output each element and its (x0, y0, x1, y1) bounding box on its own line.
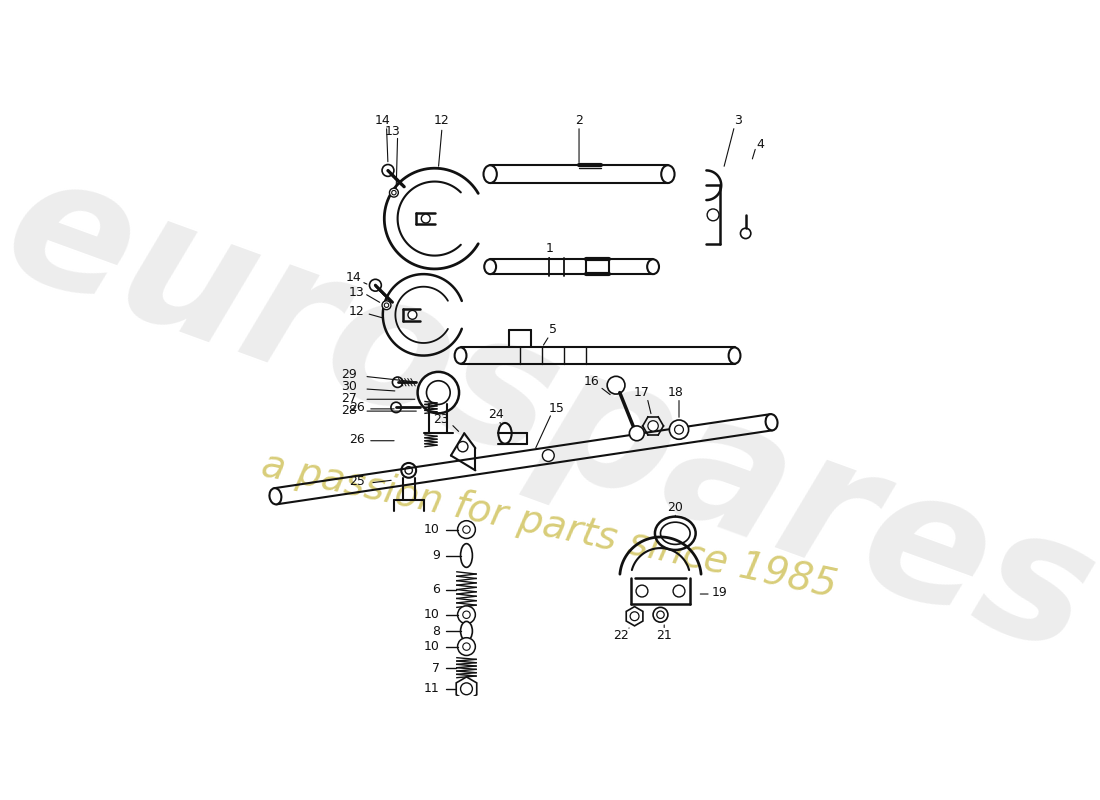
Circle shape (427, 381, 450, 405)
Circle shape (421, 214, 430, 223)
Circle shape (393, 377, 403, 387)
Text: 17: 17 (634, 386, 650, 399)
Circle shape (418, 372, 459, 414)
Text: a passion for parts since 1985: a passion for parts since 1985 (258, 446, 840, 606)
Circle shape (370, 279, 382, 291)
Ellipse shape (766, 414, 778, 430)
Text: 29: 29 (342, 367, 358, 381)
Text: 7: 7 (432, 662, 440, 674)
Circle shape (648, 421, 658, 431)
Circle shape (389, 188, 398, 197)
Circle shape (629, 426, 645, 441)
Ellipse shape (461, 622, 472, 641)
Ellipse shape (498, 423, 512, 444)
Text: 24: 24 (488, 408, 504, 422)
Text: 14: 14 (345, 271, 361, 284)
Circle shape (461, 683, 472, 694)
Text: 26: 26 (349, 401, 365, 414)
Text: 27: 27 (341, 392, 358, 405)
Text: 22: 22 (614, 629, 629, 642)
Text: 13: 13 (385, 126, 400, 138)
Circle shape (630, 612, 639, 621)
Text: 26: 26 (349, 433, 365, 446)
Text: 21: 21 (657, 629, 672, 642)
Text: 1: 1 (546, 242, 553, 254)
Text: 16: 16 (584, 375, 600, 388)
Circle shape (463, 643, 470, 650)
Text: 4: 4 (757, 138, 764, 151)
Circle shape (670, 420, 689, 439)
Ellipse shape (461, 544, 472, 567)
Text: 10: 10 (424, 640, 440, 653)
Text: 8: 8 (432, 625, 440, 638)
Circle shape (458, 638, 475, 655)
Text: 19: 19 (712, 586, 727, 599)
Text: 25: 25 (349, 475, 365, 488)
Text: 23: 23 (432, 414, 449, 426)
Circle shape (458, 442, 468, 452)
Ellipse shape (654, 517, 695, 550)
Ellipse shape (661, 166, 674, 183)
Ellipse shape (454, 347, 466, 364)
Circle shape (707, 209, 719, 221)
Text: 2: 2 (575, 114, 583, 126)
Circle shape (392, 190, 396, 195)
Ellipse shape (728, 347, 740, 364)
Text: 9: 9 (432, 549, 440, 562)
Ellipse shape (405, 466, 412, 474)
Ellipse shape (402, 463, 416, 478)
Circle shape (384, 303, 388, 307)
Text: 11: 11 (425, 682, 440, 695)
Text: 12: 12 (434, 114, 450, 126)
Circle shape (657, 611, 664, 618)
Circle shape (458, 606, 475, 624)
Circle shape (542, 450, 554, 462)
Text: 12: 12 (349, 305, 365, 318)
Ellipse shape (647, 259, 659, 274)
Text: 13: 13 (349, 286, 365, 299)
Text: 3: 3 (735, 114, 743, 126)
Ellipse shape (484, 166, 497, 183)
Circle shape (674, 425, 683, 434)
Text: 14: 14 (375, 114, 390, 126)
Text: 6: 6 (432, 583, 440, 596)
Text: 28: 28 (341, 404, 358, 417)
Text: 15: 15 (549, 402, 564, 415)
Text: 18: 18 (668, 386, 683, 399)
Circle shape (463, 611, 470, 618)
Circle shape (653, 607, 668, 622)
Ellipse shape (270, 488, 282, 504)
Circle shape (458, 521, 475, 538)
Text: 30: 30 (341, 380, 358, 393)
Circle shape (740, 228, 751, 238)
Text: eurospares: eurospares (0, 137, 1100, 693)
Circle shape (408, 310, 417, 319)
Circle shape (636, 585, 648, 597)
Circle shape (463, 526, 470, 534)
Circle shape (382, 165, 394, 176)
Ellipse shape (660, 522, 690, 544)
Text: 20: 20 (668, 501, 683, 514)
Text: 10: 10 (424, 523, 440, 536)
Circle shape (382, 301, 390, 310)
Text: 10: 10 (424, 608, 440, 622)
Circle shape (390, 402, 402, 413)
Circle shape (607, 376, 625, 394)
Circle shape (673, 585, 685, 597)
Text: 5: 5 (549, 323, 557, 336)
Ellipse shape (484, 259, 496, 274)
